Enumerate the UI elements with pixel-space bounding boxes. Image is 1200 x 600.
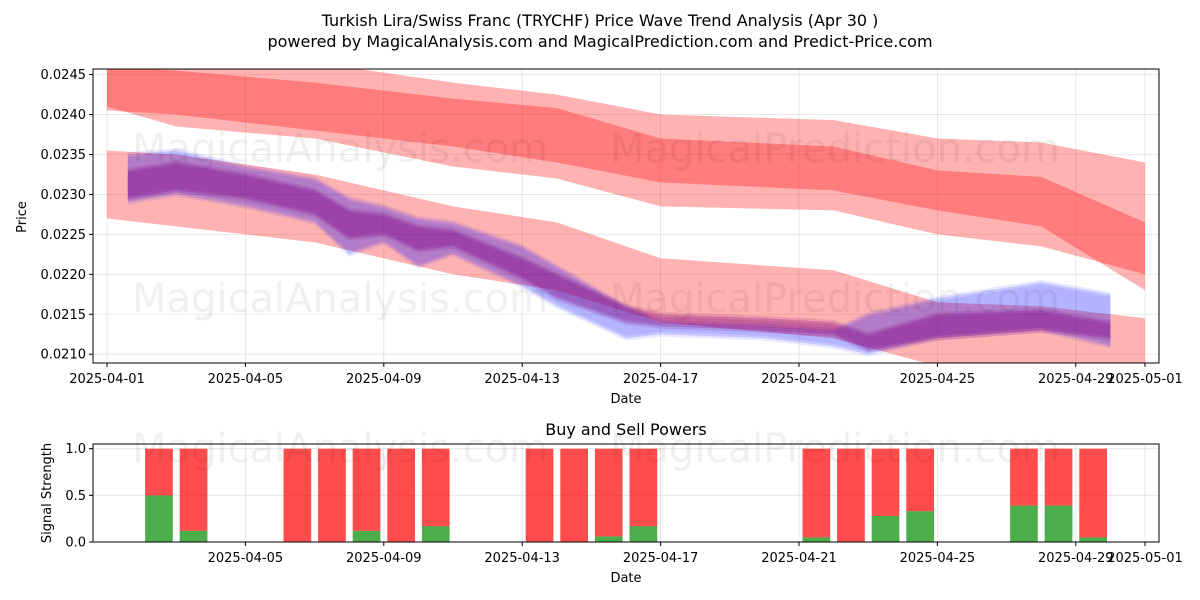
watermark-analysis: MagicalAnalysis.com <box>132 426 548 472</box>
buy-bar <box>421 526 450 542</box>
price-band-red <box>107 69 1145 291</box>
buy-bar <box>594 536 623 542</box>
sell-bar <box>1010 448 1038 506</box>
price-y-tick-label: 0.0230 <box>41 188 87 203</box>
sell-bar <box>629 448 658 527</box>
signal-y-tick-label: 1.0 <box>65 442 86 457</box>
watermark-analysis: MagicalAnalysis.com <box>132 126 548 172</box>
signal-x-tick-label: 2025-04-13 <box>484 551 560 566</box>
signal-y-tick-label: 0.5 <box>65 489 86 504</box>
price-y-tick-label: 0.0225 <box>41 228 87 243</box>
buy-bar <box>802 537 831 542</box>
signal-bars <box>145 448 1107 542</box>
chart-title: Turkish Lira/Swiss Franc (TRYCHF) Price … <box>321 11 879 30</box>
signal-x-tick-label: 2025-04-09 <box>346 551 422 566</box>
watermark-prediction: MagicalPrediction.com <box>610 426 1060 472</box>
sell-bar <box>387 448 415 542</box>
price-x-tick-label: 2025-05-01 <box>1107 372 1183 387</box>
price-y-tick-label: 0.0235 <box>41 148 87 163</box>
buy-bar <box>871 515 900 542</box>
signal-x-tick-label: 2025-04-21 <box>761 551 837 566</box>
signal-x-ticks: 2025-04-05 2025-04-09 2025-04-13 2025-04-17… <box>208 542 1183 566</box>
buy-bar <box>1010 505 1038 542</box>
price-grid <box>93 69 1159 363</box>
price-band-purple <box>127 162 1111 351</box>
price-y-tick-label: 0.0215 <box>41 308 87 323</box>
signal-plot-frame <box>92 443 1160 543</box>
sell-bar <box>421 448 450 527</box>
price-band-blue <box>127 150 1111 355</box>
sell-bar <box>802 448 831 538</box>
signal-chart-title: Buy and Sell Powers <box>545 420 707 439</box>
buy-bar <box>179 530 208 542</box>
signal-x-tick-label: 2025-04-05 <box>208 551 284 566</box>
sell-bar <box>525 448 554 542</box>
sell-bar <box>318 448 346 542</box>
buy-bar <box>1079 537 1107 542</box>
price-x-tick-label: 2025-04-01 <box>69 372 145 387</box>
signal-chart: Buy and Sell Powers MagicalAnalysis.com … <box>40 420 1183 586</box>
signal-x-label: Date <box>610 571 641 586</box>
sell-bar <box>352 448 381 531</box>
signal-y-tick-label: 0.0 <box>65 536 86 551</box>
signal-watermarks: MagicalAnalysis.com MagicalPrediction.co… <box>132 426 1060 472</box>
price-x-tick-label: 2025-04-05 <box>208 372 284 387</box>
price-x-label: Date <box>610 392 641 407</box>
price-x-tick-label: 2025-04-21 <box>761 372 837 387</box>
price-x-tick-label: 2025-04-17 <box>623 372 699 387</box>
price-x-ticks: 2025-04-01 2025-04-05 2025-04-09 2025-04-13… <box>69 363 1183 387</box>
price-x-tick-label: 2025-04-29 <box>1038 372 1114 387</box>
price-y-label: Price <box>15 201 30 233</box>
watermark-analysis: MagicalAnalysis.com <box>132 276 548 322</box>
price-y-tick-label: 0.0245 <box>41 68 87 83</box>
buy-bar <box>145 495 173 542</box>
price-band-red <box>107 69 1145 275</box>
sell-bar <box>145 448 173 496</box>
sell-bar <box>283 448 312 542</box>
price-band-purple-layer <box>127 160 1111 353</box>
price-y-ticks: 0.0210 0.0215 0.0220 0.0225 0.0230 0.0235 0.02… <box>41 68 93 363</box>
price-band-blue-layer <box>127 148 1111 357</box>
price-chart: MagicalAnalysis.com MagicalPrediction.co… <box>15 68 1183 407</box>
signal-x-tick-label: 2025-04-25 <box>900 551 976 566</box>
buy-bar <box>906 511 934 542</box>
sell-bar <box>1044 448 1073 506</box>
price-x-tick-label: 2025-04-25 <box>900 372 976 387</box>
signal-x-tick-label: 2025-04-29 <box>1038 551 1114 566</box>
signal-x-tick-label: 2025-04-17 <box>623 551 699 566</box>
signal-y-label: Signal Strength <box>40 443 55 543</box>
signal-x-tick-label: 2025-05-01 <box>1107 551 1183 566</box>
watermark-prediction: MagicalPrediction.com <box>610 126 1060 172</box>
price-band-purple-layer <box>127 164 1111 348</box>
price-x-tick-label: 2025-04-13 <box>484 372 560 387</box>
sell-bar <box>560 448 588 542</box>
price-y-tick-label: 0.0240 <box>41 108 87 123</box>
sell-bar <box>906 448 934 512</box>
sell-bar <box>871 448 900 516</box>
price-watermarks: MagicalAnalysis.com MagicalPrediction.co… <box>132 126 1060 322</box>
buy-bar <box>1044 505 1073 542</box>
price-x-tick-label: 2025-04-09 <box>346 372 422 387</box>
sell-bar <box>179 448 208 531</box>
price-y-tick-label: 0.0210 <box>41 348 87 363</box>
price-y-tick-label: 0.0220 <box>41 268 87 283</box>
buy-bar <box>629 526 658 542</box>
price-plot-frame <box>92 68 1160 364</box>
signal-y-ticks: 0.0 0.5 1.0 <box>65 442 93 551</box>
chart-subtitle: powered by MagicalAnalysis.com and Magic… <box>267 32 932 51</box>
sell-bar <box>837 448 865 542</box>
price-bands <box>107 69 1145 363</box>
sell-bar <box>594 448 623 537</box>
price-band-red <box>107 150 1145 363</box>
price-band-blue-layer <box>127 152 1111 352</box>
buy-bar <box>352 530 381 542</box>
sell-bar <box>1079 448 1107 538</box>
watermark-prediction: MagicalPrediction.com <box>610 276 1060 322</box>
